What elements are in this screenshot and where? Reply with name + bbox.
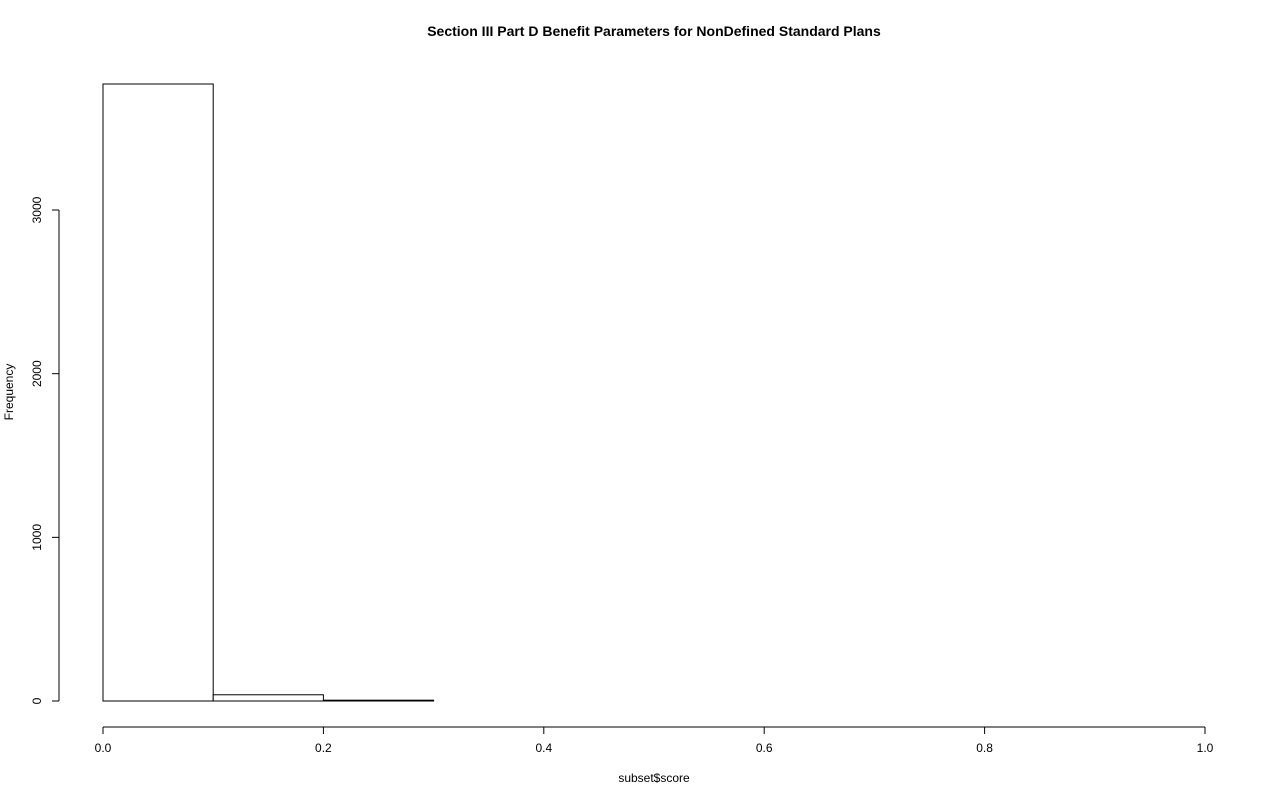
y-axis-label: Frequency (2, 364, 16, 421)
chart-title: Section III Part D Benefit Parameters fo… (427, 23, 881, 39)
y-tick-label-1: 1000 (30, 524, 44, 551)
histogram-bar-1 (212, 694, 324, 702)
histogram-bar-2 (322, 699, 435, 702)
y-axis: 0 1000 2000 3000 (30, 196, 60, 704)
x-axis-label: subset$score (618, 771, 690, 785)
x-axis: 0.0 0.2 0.4 0.6 0.8 1.0 (95, 726, 1214, 755)
histogram-bar-0 (102, 83, 214, 702)
y-tick-label-3: 3000 (30, 196, 44, 223)
x-tick-label-2: 0.4 (535, 741, 552, 755)
x-tick-label-3: 0.6 (756, 741, 773, 755)
x-tick-label-0: 0.0 (95, 741, 112, 755)
x-tick-label-4: 0.8 (976, 741, 993, 755)
y-tick-label-2: 2000 (30, 360, 44, 387)
x-tick-label-5: 1.0 (1197, 741, 1214, 755)
y-tick-label-0: 0 (30, 697, 44, 704)
x-tick-label-1: 0.2 (315, 741, 332, 755)
bars-group (102, 83, 435, 702)
